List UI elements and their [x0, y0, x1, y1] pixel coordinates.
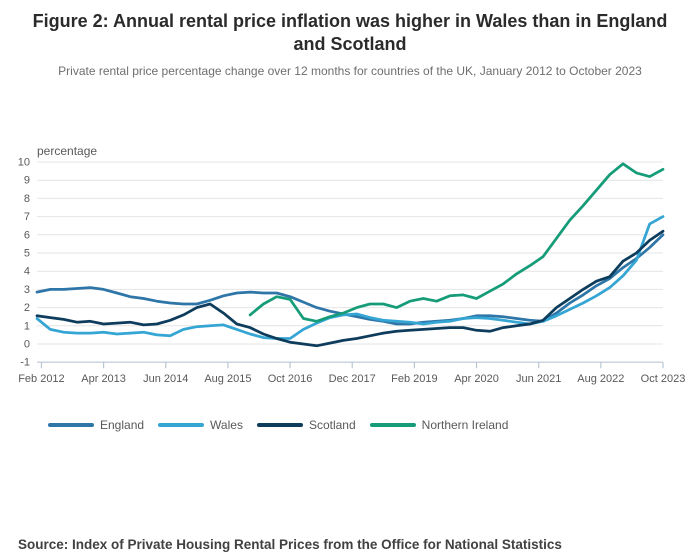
legend-swatch-scotland — [256, 423, 303, 427]
figure-subtitle: Private rental price percentage change o… — [58, 63, 642, 78]
x-tick-label-1: Apr 2013 — [81, 373, 126, 385]
line-chart[interactable]: -1 0 1 2 3 4 5 6 7 8 9 10 Feb 2012 Apr 2013 Jun 2014 Au… — [0, 152, 700, 392]
y-tick-label-0: 0 — [24, 339, 30, 351]
chart-area: -1 0 1 2 3 4 5 6 7 8 9 10 Feb 2012 Apr 2013 Jun 2014 Au… — [0, 152, 700, 392]
series-line-wales[interactable] — [35, 215, 665, 340]
y-tick-label-2: 2 — [24, 302, 30, 314]
x-tick-label-6: Feb 2019 — [391, 373, 437, 385]
legend-swatch-northern-ireland — [369, 423, 416, 427]
y-tick-label-8: 8 — [24, 193, 30, 205]
y-tick-label-3: 3 — [24, 284, 30, 296]
legend-swatch-wales — [158, 423, 205, 427]
x-tick-label-10: Oct 2023 — [641, 373, 686, 385]
y-tick-label-5: 5 — [24, 248, 30, 260]
y-tick-label-4: 4 — [24, 266, 30, 278]
y-tick-label-7: 7 — [24, 211, 30, 223]
x-tick-label-4: Oct 2016 — [268, 373, 313, 385]
y-tick-label-9: 9 — [24, 175, 30, 187]
legend-label-northern-ireland: Northern Ireland — [421, 418, 509, 432]
legend-item-scotland[interactable]: Scotland — [256, 418, 356, 432]
y-axis-unit-label: percentage — [37, 144, 98, 158]
x-tick-label-0: Feb 2012 — [18, 373, 64, 385]
legend-label-england: England — [100, 418, 145, 432]
legend-label-scotland: Scotland — [308, 418, 356, 432]
legend-item-northern-ireland[interactable]: Northern Ireland — [369, 418, 509, 432]
x-tick-label-2: Jun 2014 — [143, 373, 188, 385]
x-tick-label-5: Dec 2017 — [329, 373, 376, 385]
x-tick-label-9: Aug 2022 — [577, 373, 624, 385]
series-line-scotland[interactable] — [35, 229, 665, 348]
y-tick-label-6: 6 — [24, 229, 30, 241]
x-tick-label-8: Jun 2021 — [516, 373, 561, 385]
figure-title: Figure 2: Annual rental price inflation … — [32, 11, 668, 55]
legend-swatch-england — [48, 423, 94, 427]
series-line-northern-ireland[interactable] — [248, 162, 665, 323]
chart-legend: England Wales Scotland Northern Ireland — [48, 418, 508, 432]
legend-label-wales: Wales — [210, 418, 243, 432]
y-tick-label--1: -1 — [20, 357, 30, 369]
x-tick-label-7: Apr 2020 — [454, 373, 499, 385]
x-tick-label-3: Aug 2015 — [204, 373, 251, 385]
source-note: Source: Index of Private Housing Rental … — [18, 536, 562, 552]
y-tick-label-1: 1 — [24, 320, 30, 332]
legend-item-wales[interactable]: Wales — [158, 418, 243, 432]
legend-item-england[interactable]: England — [48, 418, 144, 432]
y-tick-label-10: 10 — [18, 157, 30, 169]
